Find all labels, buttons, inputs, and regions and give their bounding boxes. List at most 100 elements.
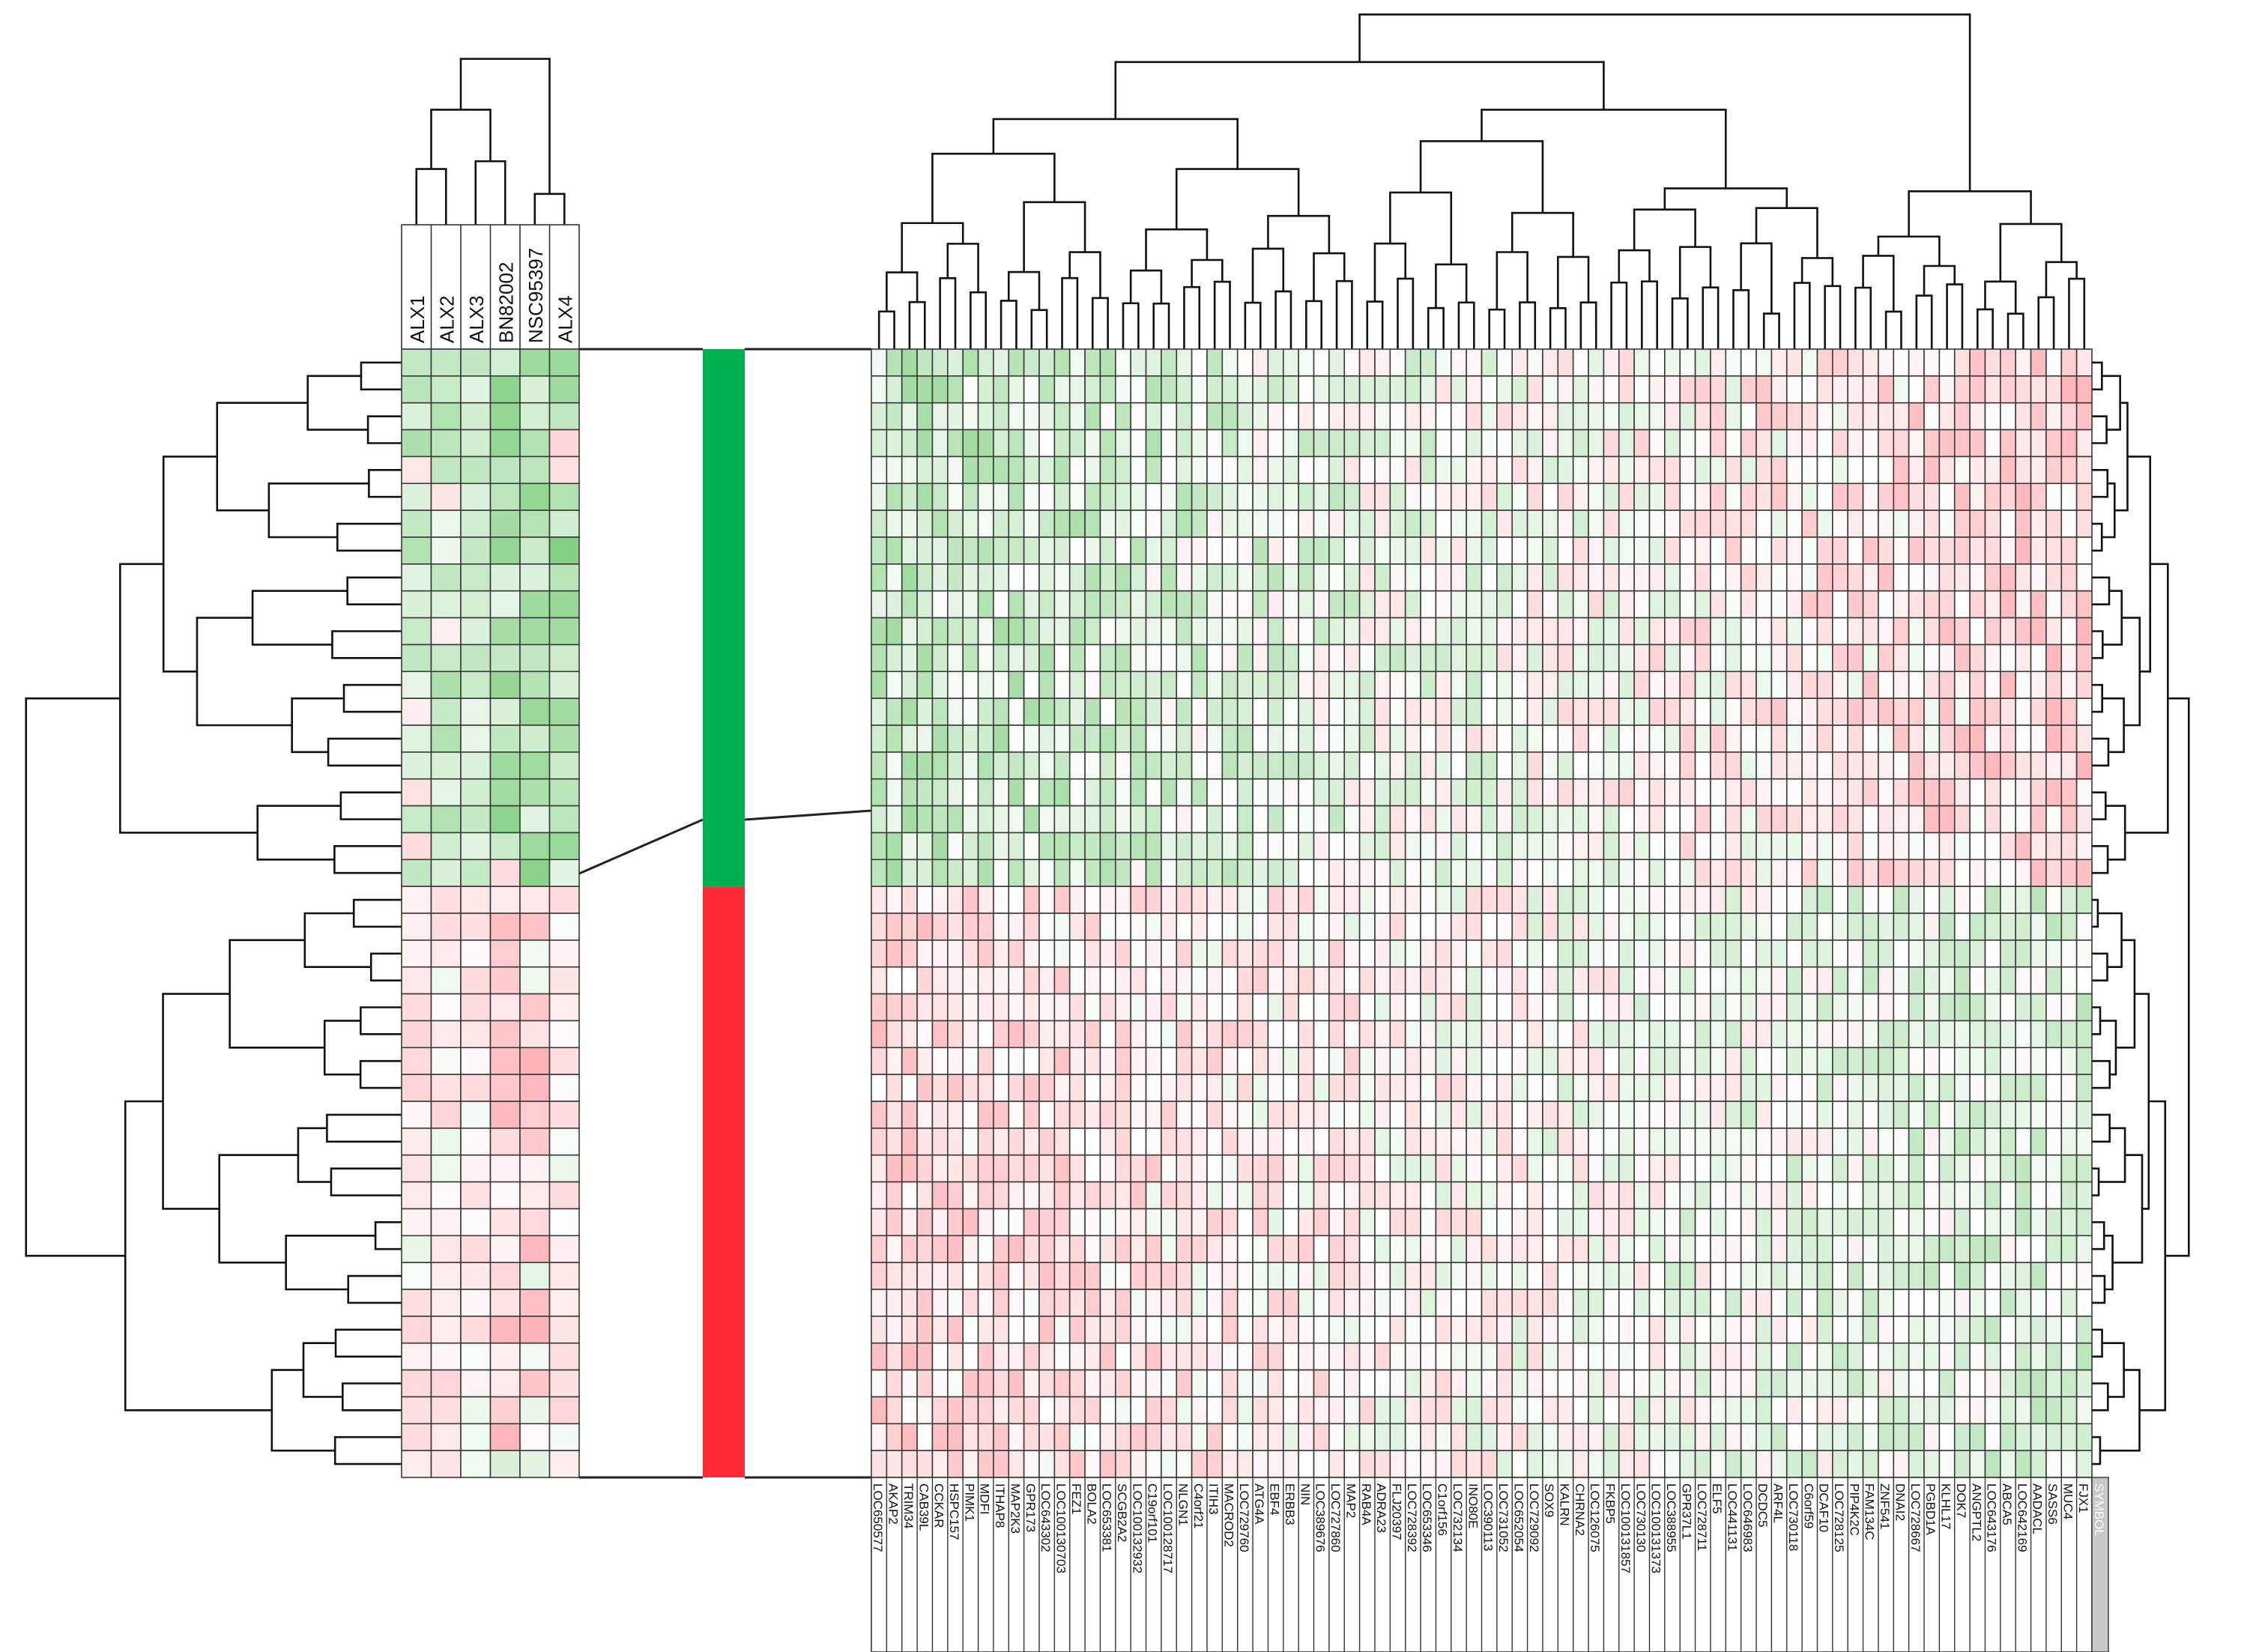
- large-heatmap-cell: [901, 940, 918, 968]
- large-heatmap-cell: [1023, 778, 1040, 807]
- large-heatmap-cell: [1572, 1101, 1589, 1129]
- dendrogram-branch: [124, 1100, 272, 1412]
- large-heatmap-cell: [1358, 1450, 1376, 1478]
- large-heatmap-cell: [1038, 563, 1056, 592]
- large-heatmap-cell: [1801, 1450, 1818, 1478]
- large-heatmap-cell: [1633, 348, 1651, 377]
- large-heatmap-cell: [1633, 1423, 1651, 1451]
- large-heatmap-cell: [1984, 1316, 2001, 1344]
- large-heatmap-cell: [1756, 1423, 1773, 1451]
- large-heatmap-cell: [931, 482, 949, 511]
- large-heatmap-cell: [1252, 698, 1269, 726]
- large-heatmap-cell: [977, 1154, 994, 1183]
- large-heatmap-cell: [1816, 724, 1833, 753]
- large-heatmap-cell: [1404, 509, 1421, 538]
- large-heatmap-cell: [901, 1020, 918, 1049]
- large-heatmap-cell: [1969, 966, 1986, 995]
- large-heatmap-cell: [1008, 966, 1025, 995]
- large-heatmap-cell: [947, 859, 964, 887]
- large-heatmap-cell: [1450, 1181, 1467, 1210]
- large-heatmap-cell: [1694, 886, 1711, 914]
- large-heatmap-cell: [1343, 724, 1361, 753]
- large-heatmap-cell: [1084, 1101, 1101, 1129]
- large-heatmap-cell: [1481, 429, 1498, 458]
- large-heatmap-cell: [1588, 1342, 1605, 1371]
- large-heatmap-cell: [1557, 966, 1574, 995]
- large-heatmap-cell: [1328, 698, 1346, 726]
- large-heatmap-cell: [993, 1450, 1010, 1478]
- large-heatmap-cell: [1374, 1020, 1391, 1049]
- large-heatmap-cell: [1298, 1450, 1315, 1478]
- large-heatmap-cell: [1435, 1154, 1452, 1183]
- large-heatmap-cell: [1252, 993, 1269, 1022]
- large-heatmap-cell: [1038, 1047, 1056, 1075]
- large-heatmap-cell: [2060, 429, 2078, 458]
- large-heatmap-cell: [962, 1423, 979, 1451]
- large-heatmap-cell: [1816, 1154, 1833, 1183]
- dendrogram-branch: [1496, 251, 1528, 310]
- large-heatmap-cell: [1053, 940, 1071, 968]
- large-heatmap-cell: [1206, 563, 1224, 592]
- large-heatmap-cell: [1862, 536, 1879, 565]
- large-heatmap-cell: [1511, 509, 1528, 538]
- large-heatmap-cell: [1953, 1289, 1971, 1317]
- large-heatmap-cell: [1053, 536, 1071, 565]
- large-heatmap-cell: [901, 1289, 918, 1317]
- large-heatmap-cell: [1053, 1423, 1071, 1451]
- large-heatmap-cell: [1236, 456, 1254, 485]
- large-heatmap-cell: [1557, 832, 1574, 861]
- large-heatmap-cell: [1298, 751, 1315, 780]
- large-heatmap-cell: [1557, 617, 1574, 646]
- large-heatmap-cell: [2075, 456, 2093, 485]
- large-heatmap-cell: [1893, 1369, 1910, 1398]
- large-heatmap-cell: [1847, 993, 1864, 1022]
- large-heatmap-cell: [2015, 509, 2032, 538]
- large-heatmap-cell: [993, 402, 1010, 431]
- large-heatmap-cell: [1130, 429, 1147, 458]
- large-heatmap-cell: [1588, 1020, 1605, 1049]
- large-heatmap-cell: [1664, 913, 1681, 941]
- large-heatmap-cell: [1740, 375, 1757, 404]
- large-heatmap-cell: [1221, 1369, 1239, 1398]
- large-heatmap-cell: [1969, 1316, 1986, 1344]
- large-heatmap-cell: [1969, 1208, 1986, 1237]
- large-heatmap-cell: [1404, 1316, 1421, 1344]
- large-heatmap-cell: [1404, 698, 1421, 726]
- large-heatmap-cell: [1191, 993, 1208, 1022]
- large-heatmap-cell: [1557, 1289, 1574, 1317]
- large-heatmap-cell: [1481, 993, 1498, 1022]
- large-heatmap-cell: [2000, 778, 2016, 807]
- dendrogram-branch: [306, 375, 369, 431]
- large-heatmap-cell: [1953, 966, 1971, 995]
- large-heatmap-cell: [1526, 832, 1543, 861]
- large-heatmap-cell: [1725, 1047, 1742, 1075]
- large-heatmap-cell: [1145, 1369, 1162, 1398]
- large-heatmap-cell: [1084, 429, 1101, 458]
- large-heatmap-cell: [1878, 1450, 1895, 1478]
- large-heatmap-cell: [1801, 671, 1818, 699]
- small-heatmap-cell: [460, 617, 492, 646]
- large-heatmap-cell: [1664, 1316, 1681, 1344]
- large-heatmap-cell: [1893, 1047, 1910, 1075]
- gene-label: MAP2K3: [1008, 1483, 1022, 1534]
- large-heatmap-cell: [1450, 1342, 1467, 1371]
- large-heatmap-cell: [1664, 644, 1681, 673]
- large-heatmap-cell: [1648, 1342, 1666, 1371]
- large-heatmap-cell: [1343, 429, 1361, 458]
- large-heatmap-cell: [1084, 536, 1101, 565]
- large-heatmap-cell: [1221, 913, 1239, 941]
- large-heatmap-cell: [1161, 859, 1178, 887]
- large-heatmap-cell: [1572, 375, 1589, 404]
- large-heatmap-cell: [1053, 644, 1071, 673]
- large-heatmap-cell: [1115, 1369, 1131, 1398]
- large-heatmap-cell: [1923, 913, 1941, 941]
- large-heatmap-cell: [1832, 1047, 1848, 1075]
- large-heatmap-cell: [1969, 859, 1986, 887]
- large-heatmap-cell: [1862, 1020, 1879, 1049]
- large-heatmap-cell: [1298, 886, 1315, 914]
- large-heatmap-cell: [1526, 886, 1543, 914]
- large-heatmap-cell: [1115, 1074, 1131, 1102]
- small-heatmap-cell: [401, 1423, 432, 1451]
- large-heatmap-cell: [1908, 724, 1925, 753]
- large-heatmap-cell: [1206, 751, 1224, 780]
